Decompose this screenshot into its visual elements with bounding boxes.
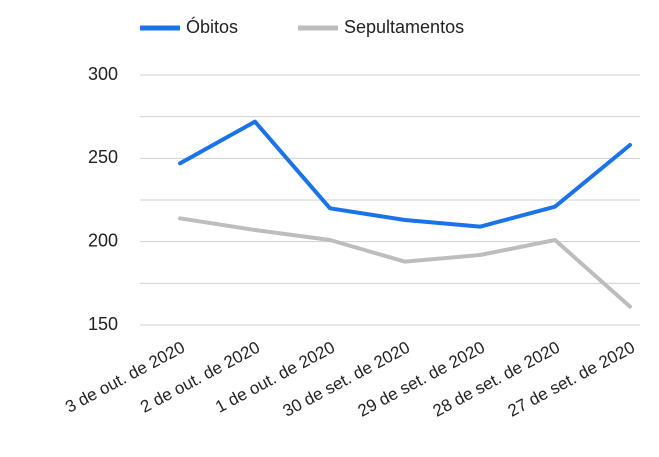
series-line xyxy=(178,216,632,309)
y-tick-label: 200 xyxy=(88,230,118,250)
x-tick-label: 28 de set. de 2020 xyxy=(430,338,563,421)
x-tick-label: 29 de set. de 2020 xyxy=(355,338,488,421)
y-tick-label: 300 xyxy=(88,64,118,84)
x-tick-label: 27 de set. de 2020 xyxy=(505,338,638,421)
y-tick-label: 250 xyxy=(88,147,118,167)
series-line xyxy=(178,119,632,229)
x-tick-label: 3 de out. de 2020 xyxy=(62,338,188,417)
legend-label: Óbitos xyxy=(186,16,238,37)
legend-label: Sepultamentos xyxy=(344,17,464,37)
y-tick-label: 150 xyxy=(88,314,118,334)
x-tick-label: 30 de set. de 2020 xyxy=(280,338,413,421)
